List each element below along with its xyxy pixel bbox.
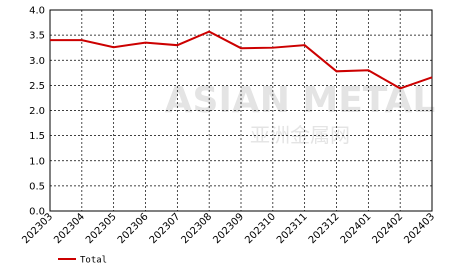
x-tick-label: 202308 [180, 211, 215, 246]
y-tick-label: 3.0 [29, 56, 45, 67]
plot-frame [49, 9, 433, 212]
x-tick-label: 202305 [84, 211, 119, 246]
watermark: 亚洲金属网 [250, 123, 350, 147]
y-tick-label: 3.5 [29, 31, 45, 42]
y-tick-label: 2.0 [29, 106, 45, 117]
x-tick-label: 202403 [402, 211, 437, 246]
x-tick-label: 202307 [148, 211, 183, 246]
y-tick-label: 0.5 [29, 181, 45, 192]
y-tick-label: 1.5 [29, 131, 45, 142]
x-tick-label: 202309 [211, 211, 246, 246]
x-tick-label: 202401 [339, 211, 374, 246]
x-tick-label: 202312 [307, 211, 342, 246]
watermark: ASIAN METAL [165, 80, 436, 121]
line-series [50, 30, 433, 90]
x-tick-label: 202402 [371, 211, 406, 246]
y-tick-label: 2.5 [29, 81, 45, 92]
x-tick-label: 202306 [116, 211, 151, 246]
legend-label: Total [80, 256, 107, 266]
y-tick-label: 0.0 [29, 207, 45, 218]
x-tick-label: 202310 [243, 211, 278, 246]
y-tick-label: 4.0 [29, 6, 45, 17]
y-tick-label: 1.0 [29, 156, 45, 167]
x-tick-label: 202311 [275, 211, 310, 246]
x-tick-label: 202304 [52, 211, 87, 246]
